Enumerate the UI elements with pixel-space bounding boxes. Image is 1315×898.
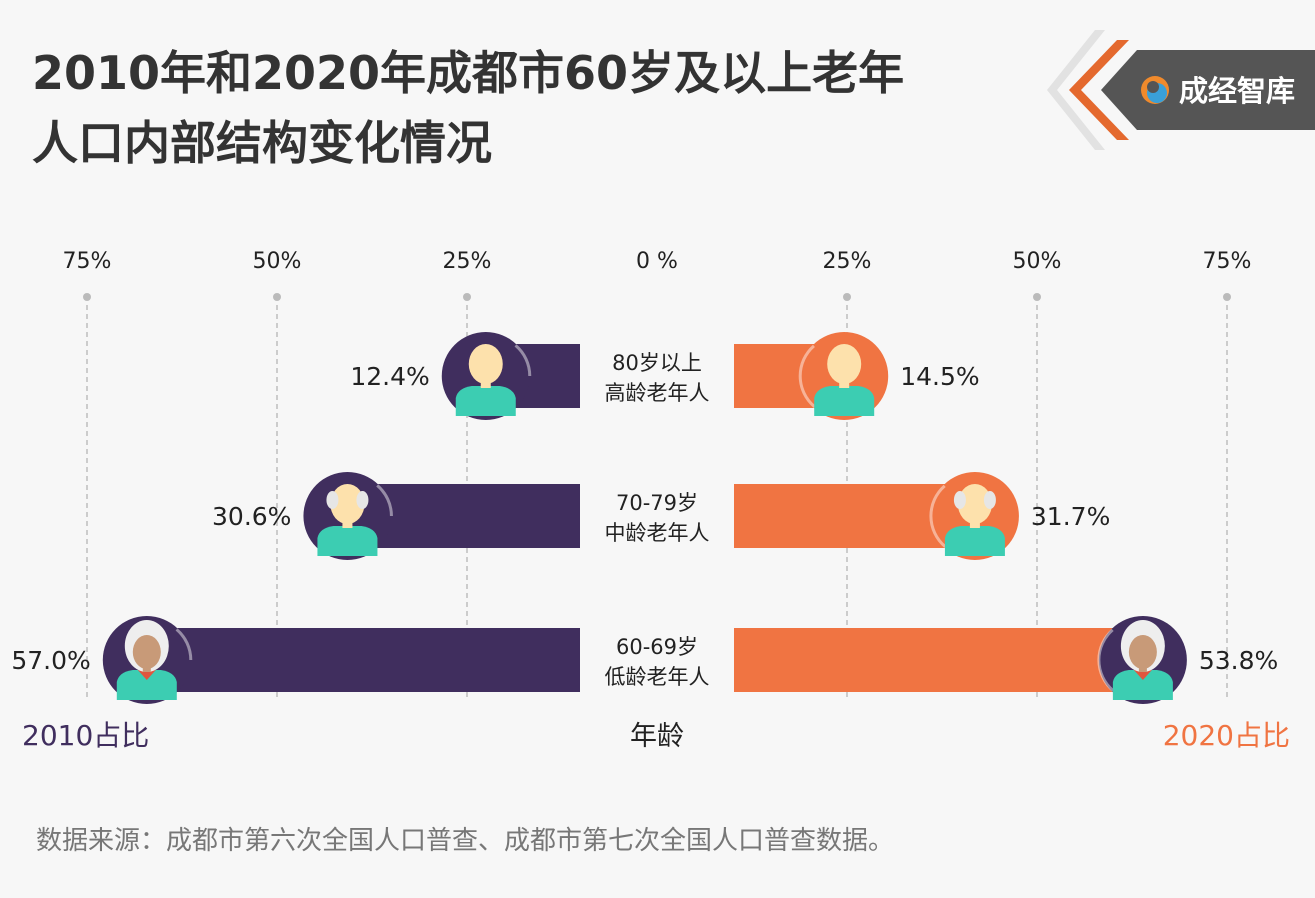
logo-swirl-icon bbox=[1141, 76, 1169, 104]
avatar-2020-1-icon-hair-left bbox=[953, 491, 966, 509]
value-label-2010-0: 12.4% bbox=[350, 362, 429, 391]
avatar-2020-2-icon bbox=[1097, 616, 1187, 704]
logo-text: 成经智库 bbox=[1179, 74, 1295, 108]
bar-2010-2 bbox=[146, 628, 581, 692]
tick-left-0-label: 75% bbox=[63, 249, 112, 274]
value-label-2020-2: 53.8% bbox=[1199, 646, 1278, 675]
value-label-2010-2: 57.0% bbox=[11, 646, 90, 675]
page-title: 2010年和2020年成都市60岁及以上老年 人口内部结构变化情况 bbox=[32, 38, 904, 178]
tick-right-2-label: 75% bbox=[1203, 249, 1252, 274]
avatar-2020-0-icon-shirt bbox=[814, 386, 875, 416]
category-label-1-line1: 70-79岁 bbox=[616, 491, 698, 515]
avatar-2020-0-icon-ring bbox=[798, 334, 882, 418]
bar-2020-2 bbox=[734, 628, 1143, 692]
avatar-2020-2-icon-ring bbox=[1097, 618, 1181, 702]
tick-right-1-dot bbox=[1033, 293, 1041, 301]
avatar-2010-2-icon bbox=[102, 616, 193, 704]
tick-right-2-dot bbox=[1223, 293, 1231, 301]
title-line-1: 2010年和2020年成都市60岁及以上老年 bbox=[32, 46, 905, 100]
avatar-2010-2-icon-collar bbox=[137, 670, 156, 680]
avatar-2010-1-icon-hair-left bbox=[326, 491, 339, 509]
tick-left-1-dot bbox=[273, 293, 281, 301]
avatar-2020-1-icon-ring bbox=[929, 474, 1013, 558]
tick-right-0-label: 25% bbox=[823, 249, 872, 274]
avatar-2010-1-icon-hair-right bbox=[356, 491, 369, 509]
tick-zero-label: 0 % bbox=[636, 249, 678, 274]
value-label-2020-0: 14.5% bbox=[900, 362, 979, 391]
tick-right-0-dot bbox=[843, 293, 851, 301]
tick-left-0-dot bbox=[83, 293, 91, 301]
category-label-0-line2: 高龄老年人 bbox=[605, 381, 710, 405]
avatar-2020-1-icon-hair-right bbox=[983, 491, 996, 509]
avatar-2020-2-icon-shirt bbox=[1112, 670, 1173, 700]
avatar-2010-2-icon-face bbox=[132, 635, 161, 669]
source-note: 数据来源：成都市第六次全国人口普查、成都市第七次全国人口普查数据。 bbox=[36, 826, 895, 856]
legend-2020: 2020占比 bbox=[1163, 719, 1290, 752]
avatar-2020-0-icon-face bbox=[827, 344, 862, 384]
avatar-2010-1-icon bbox=[303, 472, 393, 560]
avatar-2020-2-icon-collar bbox=[1133, 670, 1152, 680]
category-label-2-line2: 低龄老年人 bbox=[605, 665, 710, 689]
avatar-2010-1-icon-ring bbox=[309, 474, 393, 558]
category-label-1-line2: 中龄老年人 bbox=[605, 521, 710, 545]
tick-right-1-label: 50% bbox=[1013, 249, 1062, 274]
avatar-2010-1-icon-shirt bbox=[317, 526, 378, 556]
avatar-2020-0-icon bbox=[798, 332, 889, 420]
category-label-2-line1: 60-69岁 bbox=[616, 635, 698, 659]
tick-left-1-label: 50% bbox=[253, 249, 302, 274]
value-label-2020-1: 31.7% bbox=[1031, 502, 1110, 531]
avatar-2010-0-icon-ring bbox=[448, 334, 532, 418]
legend-2010: 2010占比 bbox=[22, 719, 149, 752]
avatar-2020-2-icon-face bbox=[1128, 635, 1157, 669]
avatar-2010-0-icon-shirt bbox=[455, 386, 516, 416]
center-axis-label: 年龄 bbox=[630, 721, 684, 752]
tick-left-2-label: 25% bbox=[443, 249, 492, 274]
avatar-2020-1-icon-face bbox=[957, 484, 992, 524]
brand-logo: 成经智库 bbox=[1045, 30, 1315, 150]
value-label-2010-1: 30.6% bbox=[212, 502, 291, 531]
avatar-2010-0-icon bbox=[441, 332, 532, 420]
avatar-2020-1-icon-shirt bbox=[944, 526, 1005, 556]
category-label-0-line1: 80岁以上 bbox=[612, 351, 702, 375]
tick-left-2-dot bbox=[463, 293, 471, 301]
avatar-2020-1-icon bbox=[929, 472, 1019, 560]
avatar-2010-1-icon-face bbox=[330, 484, 365, 524]
avatar-2010-2-icon-shirt bbox=[116, 670, 177, 700]
avatar-2010-0-icon-face bbox=[468, 344, 503, 384]
title-line-2: 人口内部结构变化情况 bbox=[32, 116, 492, 170]
avatar-2010-2-icon-ring bbox=[109, 618, 193, 702]
